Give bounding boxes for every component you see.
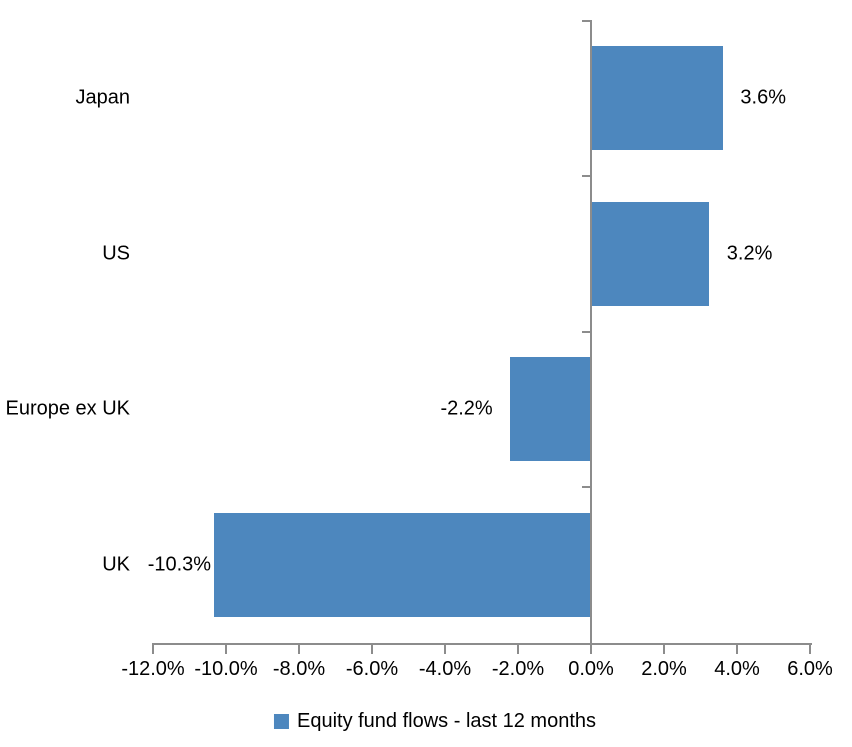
category-tick: [582, 486, 590, 488]
data-label-europe-ex-uk: -2.2%: [440, 397, 493, 420]
zero-axis-line: [590, 20, 592, 643]
bar-uk: [214, 513, 591, 617]
category-label-uk: UK: [102, 553, 130, 576]
legend-label: Equity fund flows - last 12 months: [296, 710, 597, 732]
x-axis-tick: [152, 643, 154, 654]
x-axis-tick-label: -6.0%: [345, 658, 399, 680]
x-axis-tick: [444, 643, 446, 654]
x-axis-tick-label: 0.0%: [568, 658, 614, 680]
x-axis-tick: [590, 643, 592, 654]
x-axis-tick: [225, 643, 227, 654]
x-axis-tick-label: -10.0%: [194, 658, 258, 680]
x-axis-tick-label: -12.0%: [121, 658, 185, 680]
x-axis-tick-label: 4.0%: [714, 658, 760, 680]
x-axis-tick: [371, 643, 373, 654]
x-axis-tick-label: 6.0%: [787, 658, 833, 680]
x-axis-tick: [809, 643, 811, 654]
legend-swatch-icon: [273, 714, 289, 729]
x-axis-tick: [736, 643, 738, 654]
x-axis-tick-label: -4.0%: [418, 658, 472, 680]
category-label-japan: Japan: [75, 86, 131, 109]
category-tick: [582, 331, 590, 333]
category-tick: [582, 20, 590, 22]
x-axis-line: [152, 643, 812, 645]
data-label-japan: 3.6%: [740, 86, 786, 109]
bar-japan: [592, 46, 723, 150]
data-label-us: 3.2%: [726, 242, 773, 265]
legend: Equity fund flows - last 12 months: [273, 710, 597, 733]
x-axis-tick: [663, 643, 665, 654]
bar-europe-ex-uk: [509, 357, 590, 461]
category-label-europe-ex-uk: Europe ex UK: [5, 397, 130, 420]
x-axis-tick: [298, 643, 300, 654]
bar-us: [592, 202, 709, 306]
data-label-uk: -10.3%: [147, 553, 212, 576]
x-axis-tick-label: -8.0%: [272, 658, 326, 680]
x-axis-tick-label: 2.0%: [641, 658, 687, 680]
category-label-us: US: [102, 242, 130, 265]
x-axis-tick: [517, 643, 519, 654]
x-axis-tick-label: -2.0%: [491, 658, 545, 680]
category-tick: [582, 175, 590, 177]
